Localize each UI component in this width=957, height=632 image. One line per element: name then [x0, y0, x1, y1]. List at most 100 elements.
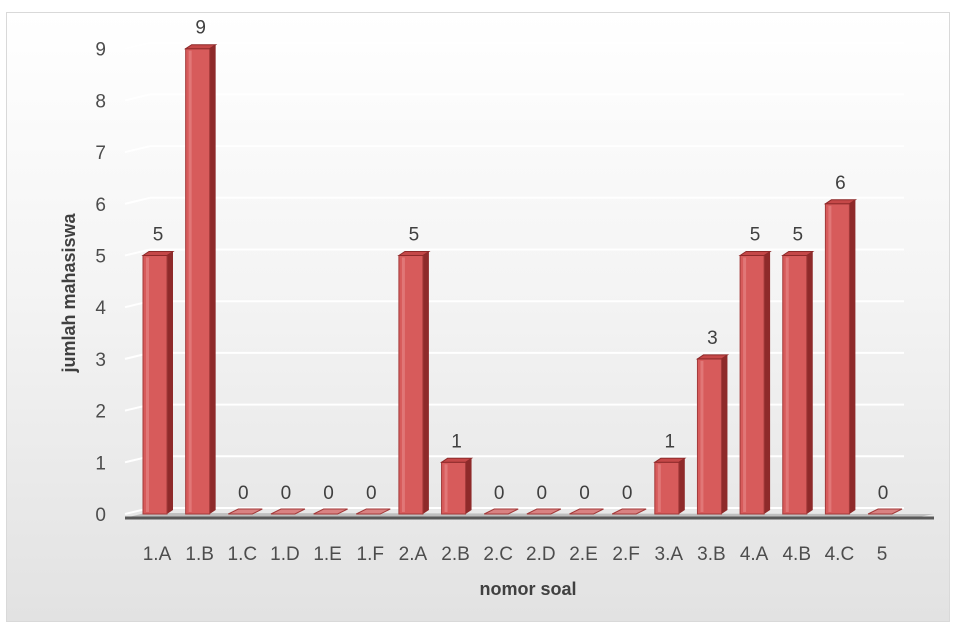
- bar-side: [167, 251, 173, 514]
- data-label: 1: [665, 431, 676, 452]
- gridline: [124, 196, 151, 205]
- bar-side: [465, 458, 472, 514]
- data-label: 0: [238, 483, 249, 504]
- x-axis-title: nomor soal: [479, 579, 576, 599]
- bar-top: [228, 508, 263, 515]
- data-label: 0: [878, 483, 889, 504]
- bar-top: [611, 508, 647, 515]
- bar-4.A: [738, 251, 772, 515]
- bar-highlight: [657, 464, 661, 512]
- bar-highlight: [401, 257, 405, 512]
- bar-5: [867, 508, 903, 515]
- data-label: 5: [750, 225, 761, 246]
- bars: [141, 44, 903, 515]
- data-label: 0: [494, 483, 505, 504]
- bar-side: [849, 199, 856, 515]
- bar-1.B: [183, 44, 218, 515]
- y-tick-label: 3: [95, 350, 106, 371]
- bar-side: [806, 251, 813, 514]
- bar-2.D: [526, 508, 562, 515]
- y-tick-label: 2: [95, 402, 106, 423]
- bar-highlight: [444, 464, 448, 512]
- gridline: [124, 145, 151, 154]
- data-label: 5: [409, 225, 420, 246]
- bar-top: [569, 508, 604, 515]
- x-tick-label: 1.F: [357, 544, 384, 565]
- bar-top: [183, 44, 218, 50]
- data-label: 0: [622, 483, 633, 504]
- data-label: 6: [835, 173, 846, 194]
- bar-side: [422, 251, 429, 514]
- y-tick-label: 8: [95, 91, 106, 112]
- gridlines: [124, 41, 904, 515]
- x-tick-label: 5: [877, 544, 888, 565]
- bar-3.B: [695, 354, 730, 515]
- x-tick-label: 2.C: [483, 544, 513, 565]
- bar-1.E: [313, 508, 348, 515]
- bar-highlight: [188, 50, 192, 512]
- bar-1.D: [270, 508, 306, 515]
- data-label: 0: [281, 483, 292, 504]
- bar-highlight: [700, 360, 704, 512]
- bar-side: [209, 44, 216, 514]
- bar-highlight: [828, 205, 832, 513]
- bar-4.C: [823, 199, 858, 515]
- bar-side: [721, 354, 728, 514]
- bar-top: [356, 508, 391, 515]
- y-tick-label: 4: [95, 298, 106, 319]
- x-tick-label: 1.B: [185, 544, 214, 565]
- gridline: [124, 41, 151, 50]
- x-tick-label: 4.B: [782, 544, 811, 565]
- x-tick-label: 4.A: [740, 544, 769, 565]
- y-axis-ticks: 0 1 2 3 4 5 6 7 8 9: [95, 40, 106, 526]
- data-label: 3: [707, 328, 718, 349]
- x-tick-label: 2.B: [441, 544, 470, 565]
- bar-top: [695, 354, 730, 360]
- x-tick-label: 3.B: [697, 544, 726, 565]
- bar-highlight: [743, 257, 747, 512]
- bar-top: [823, 199, 858, 205]
- bar-2.C: [483, 508, 519, 515]
- bar-side: [678, 458, 685, 514]
- data-label: 5: [153, 225, 164, 246]
- bar-2.A: [397, 251, 431, 515]
- y-tick-label: 0: [95, 505, 106, 526]
- y-tick-label: 1: [95, 453, 106, 474]
- y-tick-label: 9: [95, 40, 106, 61]
- bar-2.B: [439, 457, 474, 515]
- data-label: 5: [792, 225, 803, 246]
- chart-frame: 0 1 2 3 4 5 6 7 8 9 1.A 1.B 1.C 1.D 1.E 1.F 2.A 2.B 2.C 2.…: [6, 12, 950, 622]
- y-tick-label: 7: [95, 143, 106, 164]
- bar-1.F: [356, 508, 391, 515]
- bar-top: [439, 457, 474, 463]
- bar-2.F: [611, 508, 647, 515]
- bar-top: [483, 508, 519, 515]
- data-label: 9: [195, 18, 206, 39]
- data-label: 1: [451, 431, 462, 452]
- data-label: 0: [579, 483, 590, 504]
- bar-highlight: [785, 257, 789, 512]
- bar-top: [867, 508, 903, 515]
- bar-top: [313, 508, 348, 515]
- bar-1.A: [141, 251, 175, 515]
- gridline: [124, 248, 151, 257]
- x-tick-label: 1.E: [313, 544, 342, 565]
- x-tick-label: 2.E: [569, 544, 598, 565]
- bar-top: [781, 251, 815, 256]
- y-tick-label: 6: [95, 195, 106, 216]
- bar-2.E: [569, 508, 604, 515]
- bar-top: [526, 508, 562, 515]
- bar-4.B: [781, 251, 815, 515]
- bar-top: [141, 251, 175, 256]
- x-tick-label: 4.C: [825, 544, 855, 565]
- x-tick-label: 3.A: [655, 544, 684, 565]
- x-axis-ticks: 1.A 1.B 1.C 1.D 1.E 1.F 2.A 2.B 2.C 2.D 2.E 2.F 3.A 3…: [143, 544, 888, 565]
- bar-top: [270, 508, 306, 515]
- bar-top: [738, 251, 772, 256]
- y-tick-label: 5: [95, 247, 106, 268]
- bar-top: [653, 457, 687, 463]
- bar-highlight: [146, 257, 149, 512]
- bar-chart: 0 1 2 3 4 5 6 7 8 9 1.A 1.B 1.C 1.D 1.E 1.F 2.A 2.B 2.C 2.…: [59, 18, 934, 599]
- bar-side: [764, 251, 771, 514]
